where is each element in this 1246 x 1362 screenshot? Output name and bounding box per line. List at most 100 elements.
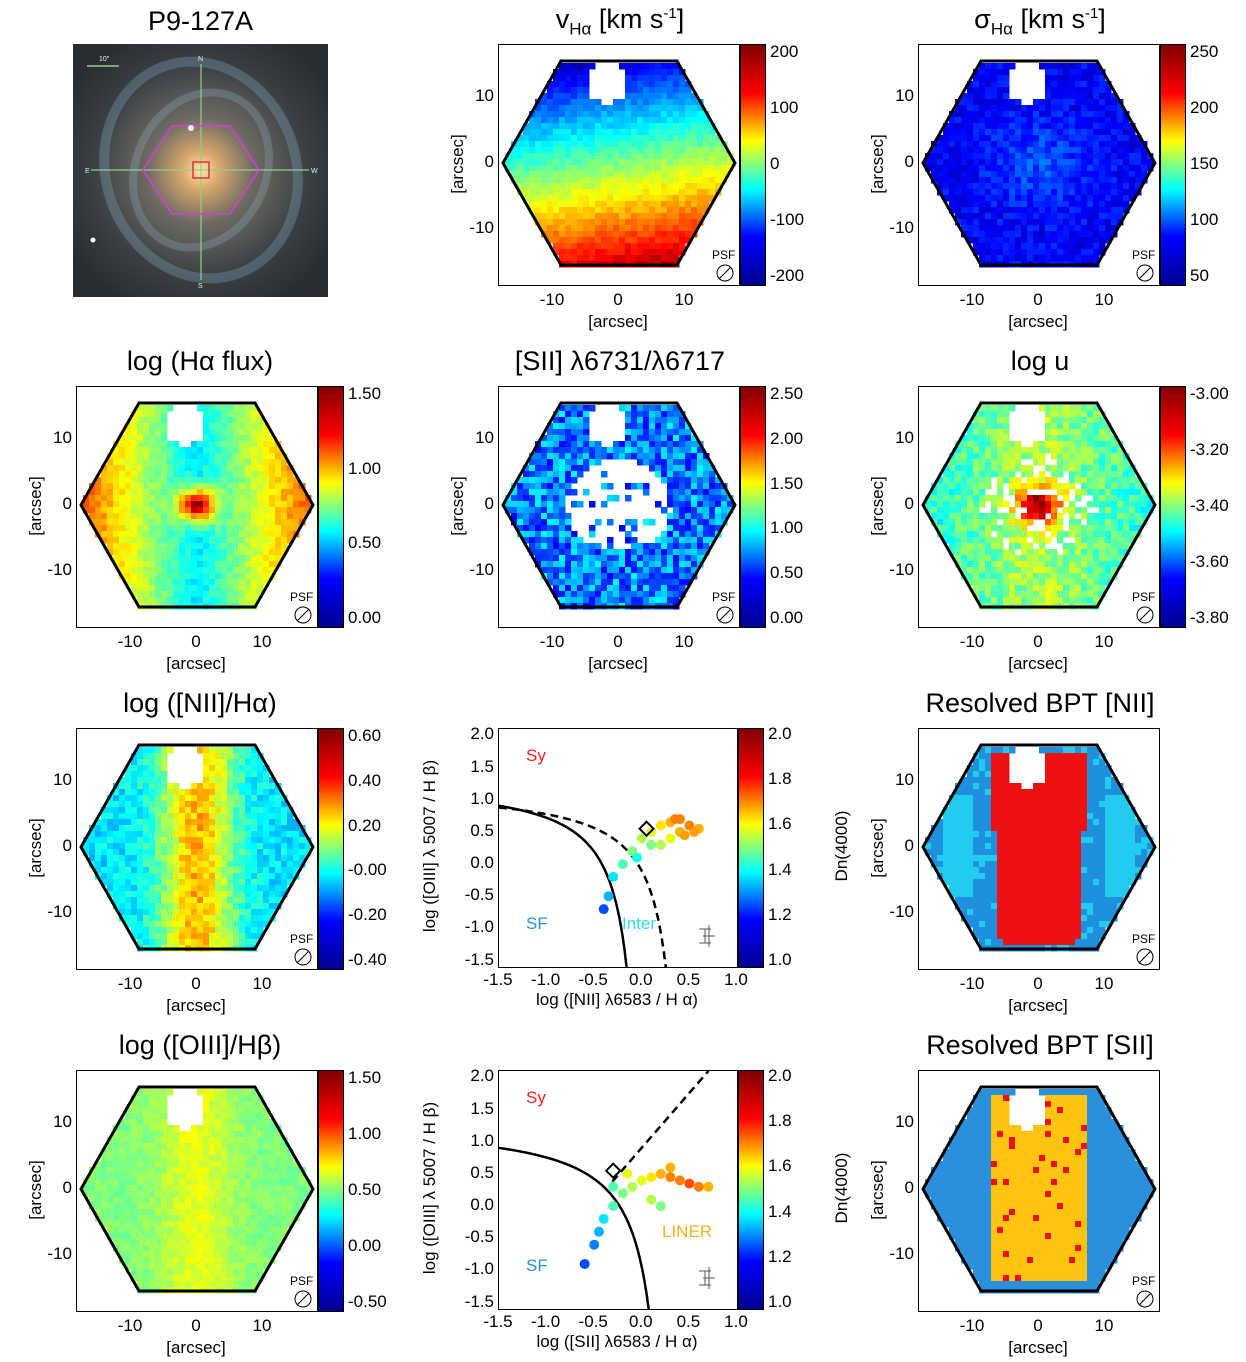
region-label-sf: SF — [526, 1256, 548, 1275]
scatter-point — [646, 1172, 657, 1183]
bpt-y-tick: 2.0 — [470, 724, 494, 744]
psf-label: PSF — [1132, 590, 1156, 604]
bpt-y-tick: -1.5 — [464, 949, 494, 969]
panel-title-sigma: σHα [km s-1] — [890, 4, 1190, 39]
scatter-point — [608, 1201, 619, 1212]
y-tick-label: 10 — [475, 428, 494, 447]
x-tick-label: 0 — [191, 632, 201, 651]
colorbar-tick-label: -0.40 — [348, 950, 387, 969]
colorbar-tick-label: 200 — [1190, 98, 1219, 117]
colorbar-tick-label: 0.00 — [348, 608, 382, 627]
bpt-colorbar-tick: 1.8 — [768, 769, 792, 789]
bpt-y-tick: -1.0 — [464, 1259, 494, 1279]
colorbar-tick-label: 1.50 — [348, 1068, 382, 1087]
colorbar-sii — [740, 386, 766, 628]
scatter-point — [655, 1201, 666, 1212]
colorbar-tick-label: 1.00 — [770, 518, 804, 538]
psf-circle — [1136, 264, 1154, 282]
bpt-y-tick: 0.0 — [470, 853, 494, 873]
title-main: [SII] λ6731/λ6717 — [514, 346, 726, 376]
panel-title-vel: vHα [km s-1] — [470, 4, 770, 39]
bpt-y-tick: -0.5 — [464, 1227, 494, 1247]
svg-text:N: N — [198, 56, 203, 63]
colorbar-tick-label: 200 — [770, 42, 799, 61]
y-tick-label: 10 — [895, 86, 914, 105]
colorbar-tick-label: -0.20 — [348, 905, 387, 925]
bpt-colorbar-tick: 1.4 — [768, 859, 792, 879]
scatter-point — [608, 1181, 619, 1192]
x-tick-label: 10 — [252, 632, 272, 651]
map-canvas-oiii — [79, 1085, 315, 1308]
y-tick-label: 0 — [904, 836, 914, 855]
psf-circle — [1136, 606, 1154, 624]
bpt-colorbar-tick: 1.2 — [768, 904, 792, 924]
bpt-colorbar-tick: 1.2 — [768, 1246, 792, 1266]
y-tick-label: 10 — [475, 86, 494, 105]
y-tick-label: 10 — [53, 428, 72, 447]
bpt-y-tick: 1.0 — [470, 1130, 494, 1150]
y-axis-label: [arcsec] — [448, 134, 467, 194]
psf-circle — [716, 606, 734, 624]
title-main: log u — [1010, 346, 1070, 376]
scatter-point — [665, 833, 676, 844]
x-tick-label: 0 — [1033, 974, 1043, 993]
hexagon-outline — [79, 401, 315, 609]
hexagon-outline — [921, 59, 1157, 267]
bpt-y-label: log ([OIII] λ 5007 / H β) — [420, 1101, 439, 1275]
colorbar-oiii — [318, 1070, 344, 1312]
scatter-point — [703, 1181, 714, 1192]
panel-title-bptnii: Resolved BPT [NII] — [890, 688, 1190, 719]
colorbar-logu — [1160, 386, 1186, 628]
psf-label: PSF — [1132, 248, 1156, 262]
map-canvas-sii — [501, 401, 737, 624]
bpt-plot-bpt2 — [498, 1070, 738, 1310]
bpt-colorbar-tick: 1.8 — [768, 1111, 792, 1131]
scatter-point — [627, 1181, 638, 1192]
x-axis-label: [arcsec] — [1008, 312, 1068, 331]
bpt-colorbar — [738, 1070, 764, 1310]
region-label-sf: SF — [526, 914, 548, 933]
bpt-colorbar-tick: 1.0 — [768, 950, 792, 969]
colorbar-tick-label: -100 — [770, 210, 805, 229]
x-tick-label: -10 — [117, 974, 143, 993]
x-tick-label: -10 — [959, 632, 985, 651]
colorbar-tick-label: 2.50 — [770, 384, 804, 403]
scatter-point — [655, 839, 666, 850]
y-tick-label: -10 — [47, 1244, 72, 1263]
scatter-point — [589, 1239, 600, 1250]
x-tick-label: 0 — [1033, 1316, 1043, 1335]
colorbar-tick-label: 0.50 — [348, 533, 382, 553]
title-end: ] — [1098, 4, 1106, 34]
y-tick-label: 0 — [62, 494, 72, 513]
bpt-colorbar-tick: 1.6 — [768, 814, 792, 834]
scatter-point — [594, 1226, 604, 1237]
colorbar-tick-label: 50 — [1190, 266, 1209, 285]
hexagon-outline — [501, 401, 737, 609]
psf-label: PSF — [712, 248, 736, 262]
colorbar-tick-label: 1.50 — [770, 473, 804, 493]
bpt-x-label: log ([SII] λ6583 / H α) — [536, 1332, 698, 1351]
y-tick-label: -10 — [889, 218, 914, 237]
scatter-point — [670, 814, 681, 825]
scatter-point — [665, 1162, 676, 1173]
demarcation-dashed — [611, 1071, 710, 1183]
colorbar-nii — [318, 728, 344, 970]
title-main: log ([OIII]/Hβ) — [118, 1030, 282, 1060]
y-tick-label: -10 — [469, 560, 494, 579]
error-bar-glyph — [699, 925, 715, 947]
x-axis-label: [arcsec] — [166, 1338, 226, 1357]
y-tick-label: -10 — [47, 560, 72, 579]
colorbar-tick-label: 0.00 — [348, 1236, 382, 1255]
y-tick-label: 0 — [904, 152, 914, 171]
y-tick-label: 0 — [904, 1178, 914, 1197]
colorbar-sigma — [1160, 44, 1186, 286]
psf-label: PSF — [290, 1274, 314, 1288]
scatter-point — [646, 839, 657, 850]
bpt-x-tick: -1.5 — [483, 970, 513, 989]
hexagon-outline — [921, 743, 1157, 951]
bpt-x-tick: 1.0 — [724, 970, 748, 989]
title-main: log ([NII]/Hα) — [123, 688, 277, 718]
scatter-point — [655, 820, 666, 831]
demarcation-solid — [499, 804, 628, 967]
colorbar-tick-label: 0.50 — [770, 563, 804, 583]
